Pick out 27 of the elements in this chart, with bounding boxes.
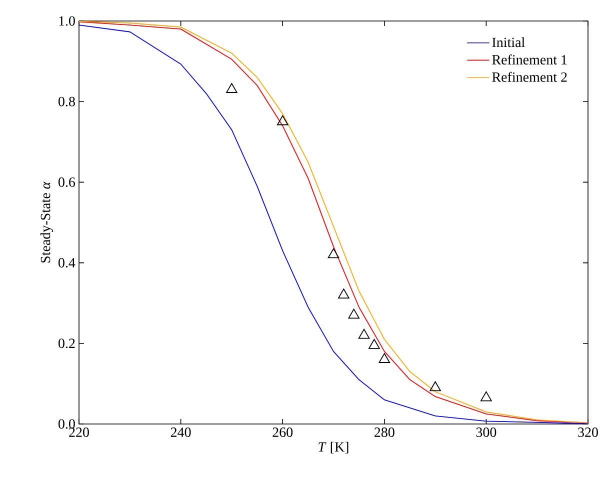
point: [430, 381, 441, 392]
point: [348, 308, 360, 319]
x-tick-label: 280: [374, 428, 394, 437]
point: [368, 338, 380, 349]
y-tick-label: 0.4: [58, 258, 76, 268]
point: [276, 115, 288, 126]
y-tick-label: 0.2: [58, 338, 75, 348]
y-tick-label: 0.8: [58, 96, 75, 106]
x-tick-label: 320: [578, 428, 598, 437]
legend-label: Initial: [492, 37, 525, 48]
x-tick-label: 300: [476, 428, 496, 437]
legend-label: Refinement 2: [492, 72, 567, 82]
point: [226, 83, 238, 93]
point: [480, 391, 492, 402]
x-tick-label: 260: [272, 428, 293, 437]
x-tick-label: 240: [170, 428, 191, 437]
legend-label: Refinement 1: [492, 54, 567, 64]
point: [378, 353, 390, 363]
y-tick-label: 0.0: [58, 419, 75, 429]
y-axis-title: Steady-State α: [40, 182, 54, 262]
point: [338, 288, 350, 298]
y-tick-label: 1.0: [59, 16, 75, 26]
x-tick-label: 220: [69, 428, 89, 437]
y-tick-label: 0.6: [58, 177, 76, 187]
point: [358, 328, 370, 339]
point: [328, 248, 340, 258]
x-axis-title: T [K]: [318, 442, 348, 454]
